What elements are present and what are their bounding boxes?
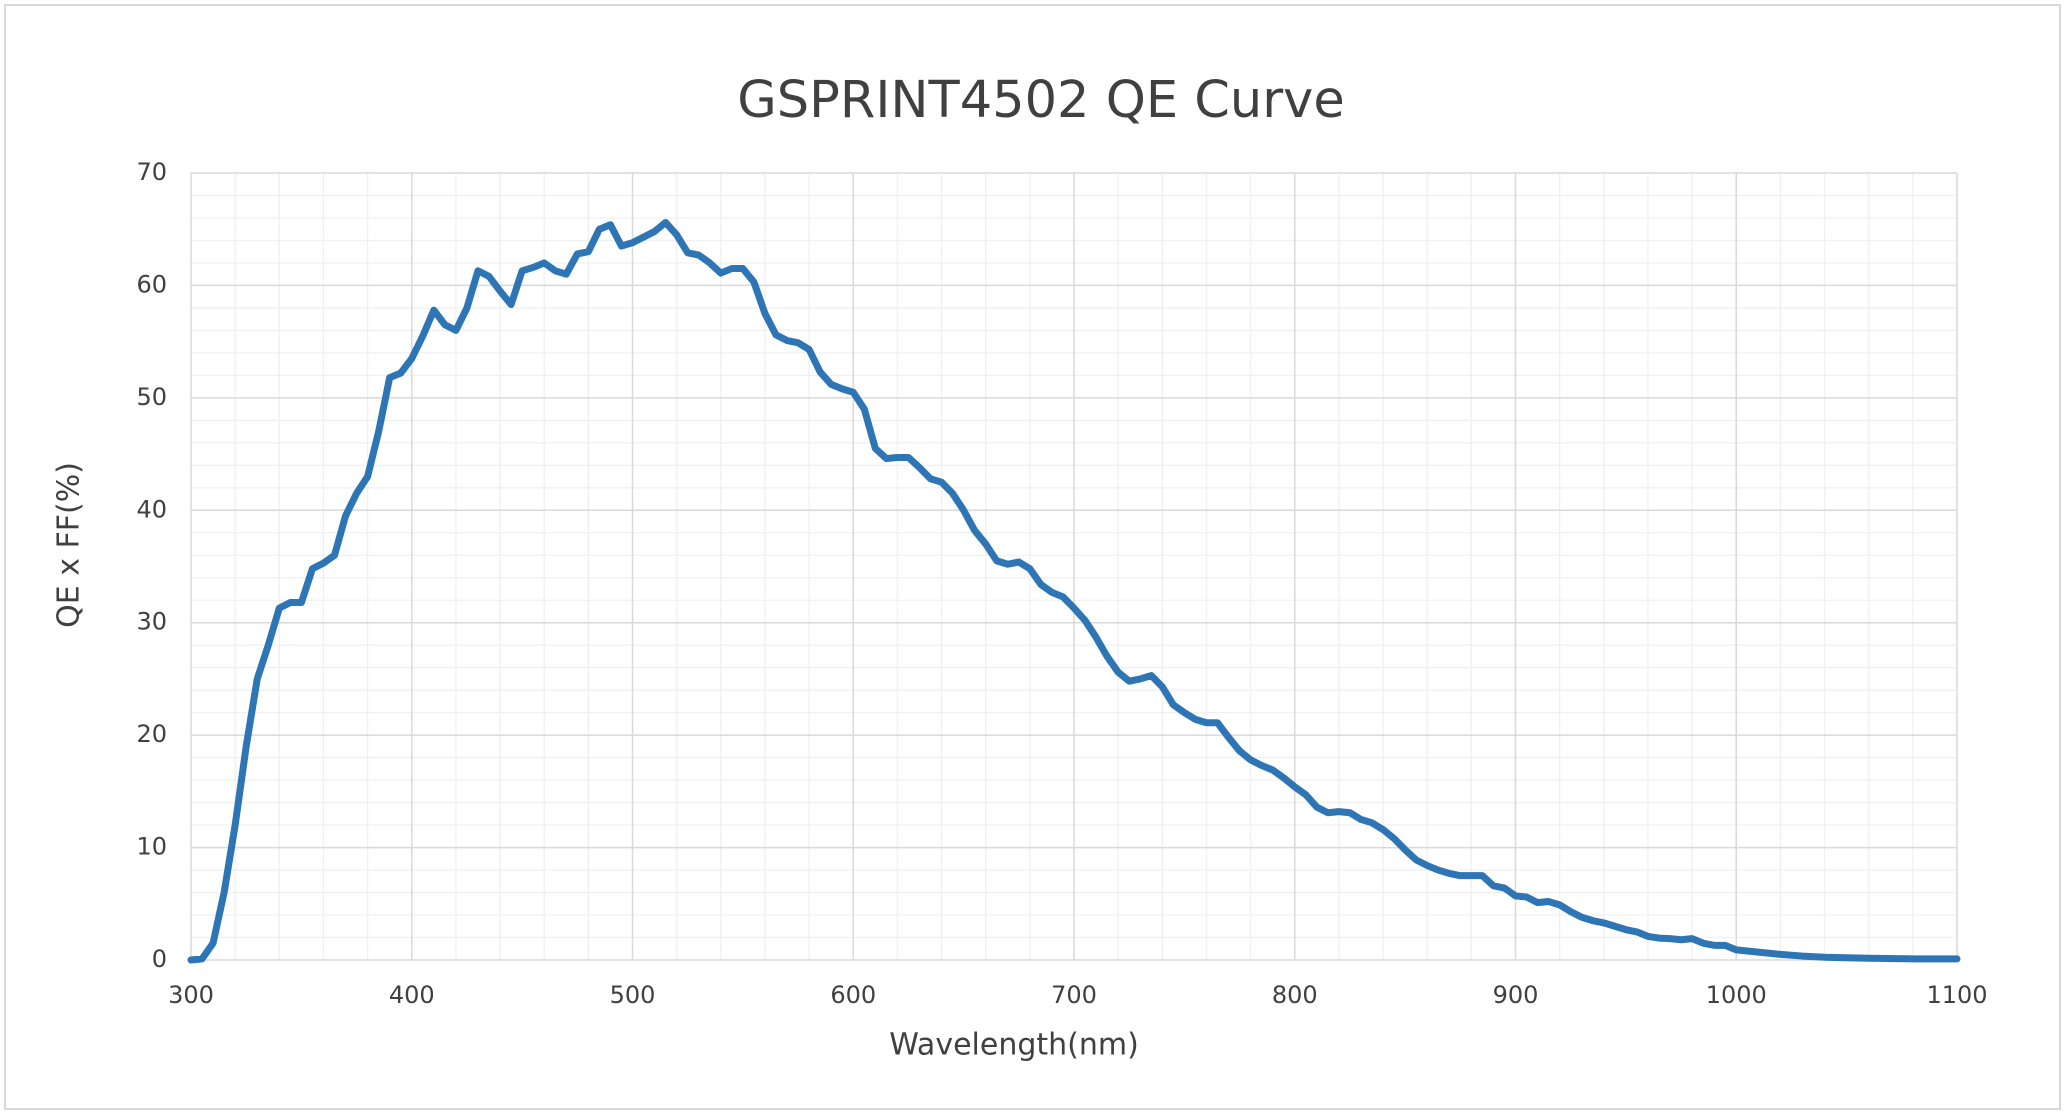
x-tick-label: 500 [610,981,656,1009]
y-tick-label: 30 [136,608,167,636]
data-line [187,218,1961,964]
y-tick-label: 20 [136,720,167,748]
chart-title: GSPRINT4502 QE Curve [737,71,1344,130]
x-tick-label: 800 [1272,981,1318,1009]
y-tick-label: 10 [136,833,167,861]
y-tick-label: 60 [136,270,167,298]
x-tick-label: 600 [830,981,876,1009]
x-tick-label: 400 [389,981,435,1009]
x-axis-label: Wavelength(nm) [889,1028,1139,1063]
y-tick-label: 70 [136,158,167,186]
y-tick-label: 0 [152,945,167,973]
y-tick-label: 40 [136,495,167,523]
x-tick-label: 700 [1051,981,1097,1009]
x-tick-label: 1100 [1926,981,1987,1009]
chart-frame [4,4,2061,1110]
x-tick-label: 1000 [1706,981,1767,1009]
x-tick-label: 900 [1493,981,1539,1009]
x-tick-label: 300 [168,981,214,1009]
y-tick-label: 50 [136,383,167,411]
y-axis-label: QE x FF(%) [52,462,87,628]
